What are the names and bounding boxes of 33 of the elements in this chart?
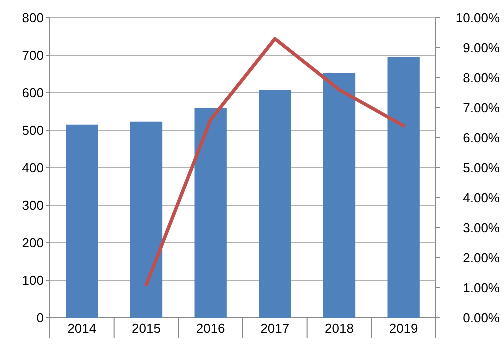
x-tick-label: 2015: [132, 321, 161, 336]
y2-tick-label: 6.00%: [463, 130, 500, 146]
y2-tick-label: 9.00%: [463, 40, 500, 56]
y2-tick-label: 3.00%: [463, 220, 500, 236]
y2-tick-label: 2.00%: [463, 250, 500, 266]
bar: [66, 124, 98, 318]
y-tick-label: 100: [22, 273, 44, 288]
line-series: [144, 37, 406, 287]
y2-tick-label: 1.00%: [463, 280, 500, 296]
bar: [130, 122, 163, 318]
x-tick-label: 2016: [196, 321, 226, 336]
y2-tick-label: 4.00%: [463, 190, 500, 206]
bar: [388, 57, 420, 318]
y-tick-label: 500: [22, 123, 44, 138]
y2-tick-label: 5.00%: [463, 160, 500, 176]
y-tick-label: 600: [22, 86, 44, 101]
x-tick-label: 2018: [325, 321, 354, 336]
x-tick-label: 2017: [260, 321, 290, 336]
bar: [323, 73, 356, 318]
y2-tick-label: 0.00%: [463, 310, 500, 326]
bar: [259, 90, 292, 318]
y-tick-label: 300: [22, 198, 44, 214]
y-tick-label: 700: [22, 48, 44, 64]
y-tick-label: 400: [22, 160, 44, 176]
x-tick-label: 2019: [389, 321, 418, 336]
y-tick-label: 0: [36, 310, 44, 326]
y2-tick-label: 8.00%: [463, 70, 500, 86]
y2-tick-label: 10.00%: [456, 10, 500, 26]
x-tick-label: 2014: [68, 321, 97, 336]
bar: [194, 108, 227, 318]
y2-tick-label: 7.00%: [463, 100, 500, 116]
y-tick-label: 800: [22, 10, 44, 26]
y-tick-label: 200: [22, 236, 44, 251]
